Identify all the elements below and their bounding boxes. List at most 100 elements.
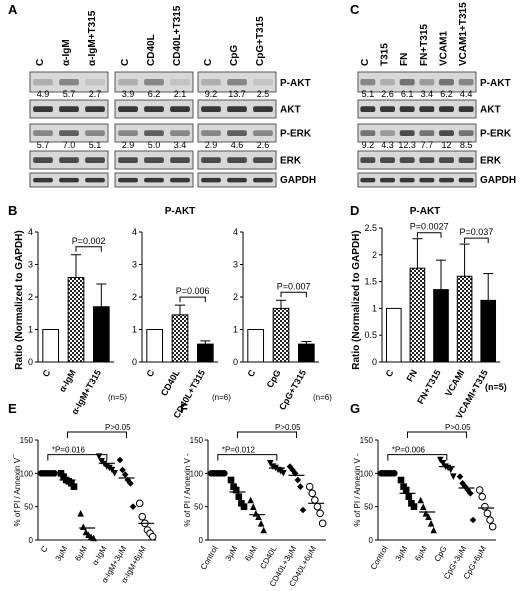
panel-c-pakt-value: 6.2 [440, 89, 453, 99]
panel-a-lane-label: CD40L+T315 [172, 5, 183, 66]
panel-c-blot-band [399, 130, 415, 137]
panel-f-point [311, 496, 319, 504]
panel-d-y-tick-label: 0.5 [364, 330, 377, 340]
panel-e-point [116, 456, 124, 464]
panel-f-x-label: 6μM [243, 544, 259, 562]
panel-a-blot-band [201, 130, 221, 137]
panel-a-blot-band [201, 79, 221, 86]
panel-g-point [450, 473, 457, 480]
panel-c-blot-band [399, 157, 415, 164]
panel-d-y-tick-label: 1.5 [364, 277, 377, 287]
panel-e-point [57, 470, 65, 477]
panel-b-bar [247, 329, 265, 363]
panel-d-x-label: FN [404, 368, 419, 383]
panel-f-point [318, 519, 327, 528]
panel-a-lane-label: CpG [229, 45, 240, 66]
panel-a-blot-band [227, 79, 247, 86]
panel-f-point [308, 489, 317, 498]
panel-c-row-label: ERK [480, 156, 502, 167]
panel-a-blot-band [201, 177, 221, 183]
panel-f-point [235, 493, 243, 500]
panel-b-y-tick-label: 0 [28, 357, 33, 367]
panel-c-blot-band [360, 106, 376, 113]
panel-c-lane-label: VCAM1 [439, 31, 450, 66]
panel-c-pakt-value: 4.4 [460, 89, 473, 99]
panel-a-lane-label: CD40L [146, 34, 157, 66]
panel-f-point [313, 502, 322, 511]
panel-f-point [305, 482, 314, 491]
panel-c-blot-band [380, 177, 395, 183]
panel-a-blot-band [144, 157, 164, 164]
panel-f-point [227, 476, 235, 484]
panel-b-y-label: Ratio (Normalized to GAPDH) [14, 230, 25, 369]
panel-f-pvalue: *P=0.012 [222, 446, 256, 455]
panel-b-title: P-AKT [165, 206, 196, 217]
panel-a-pakt-value: 13.7 [228, 89, 246, 99]
panel-e-point [108, 466, 116, 474]
panel-a-lane-label: C [120, 59, 131, 66]
panel-d-pvalue: P=0.0027 [410, 222, 449, 232]
panel-e-y-tick-label: 0 [29, 536, 34, 545]
panel-a-blot-band [33, 157, 53, 164]
panel-d-y-tick-label: 1 [372, 303, 377, 313]
panel-e-x-label: C [39, 544, 50, 554]
panel-c-perk-value: 9.2 [362, 140, 375, 150]
panel-a-blot-band [227, 106, 247, 113]
panel-e-y-tick-label: 50 [24, 503, 33, 512]
panel-g-point [439, 460, 447, 467]
panel-a-blot-band [253, 157, 273, 164]
panel-c-row-label: AKT [480, 105, 501, 116]
panel-b-x-label: CpG [265, 368, 283, 389]
panel-g-point [402, 486, 410, 494]
panel-g-point [410, 503, 418, 510]
panel-g-point [417, 496, 424, 504]
panel-a-blot-band [118, 177, 138, 183]
panel-g-x-label: CpG [433, 545, 449, 564]
panel-g-point [483, 509, 492, 518]
panel-letter-c: C [350, 2, 360, 17]
panel-a-pakt-value: 9.2 [205, 89, 218, 99]
panel-a-row-label: GAPDH [280, 175, 316, 186]
panel-c-row-label: P-ERK [480, 129, 512, 140]
panel-e-point [90, 534, 97, 542]
panel-f-point [230, 483, 237, 490]
panel-a-perk-value: 5.7 [37, 140, 50, 150]
panel-a-perk-value: 4.6 [231, 140, 244, 150]
panel-a-blot-band [144, 106, 164, 113]
panel-g-point [419, 503, 427, 510]
panel-f-x-label: CD40L [258, 544, 279, 571]
panel-f-point [249, 503, 257, 510]
panel-a-blot-band [144, 177, 164, 183]
panel-g-point [408, 500, 415, 507]
panel-c-blot-band [399, 79, 415, 86]
panel-c-pakt-value: 6.1 [401, 89, 414, 99]
panel-a-lane-label: α-IgM [61, 39, 72, 66]
panel-b-y-tick-label: 4 [233, 227, 238, 237]
panel-c-blot-band [458, 157, 474, 164]
panel-a-blot-band [85, 79, 105, 86]
panel-c-perk-value: 12 [441, 140, 451, 150]
panel-f-point [247, 496, 254, 504]
panel-b-y-tick-label: 4 [132, 227, 137, 237]
panel-a-blot-band [170, 177, 190, 183]
panel-f-bracket-outer [237, 431, 297, 438]
panel-e-point [121, 471, 129, 478]
panel-e-point [119, 466, 126, 474]
panel-d-bar [456, 275, 473, 363]
panel-a-blot-band [227, 130, 247, 137]
panel-f-pvalue-bracket [217, 454, 278, 461]
panel-b-y-tick-label: 1 [132, 325, 137, 335]
panel-a-perk-value: 5.1 [89, 140, 102, 150]
panel-d-bar [409, 267, 426, 363]
panel-a-perk-value: 2.6 [257, 140, 270, 150]
panel-g-point [405, 493, 413, 500]
panel-g-point [456, 473, 464, 480]
panel-g-bracket-outer [407, 431, 467, 438]
panel-a-blot-band [227, 177, 247, 183]
panel-b-n-label: (n=5) [108, 393, 127, 402]
panel-c-blot-band [458, 177, 474, 183]
panel-c-blot-band [380, 130, 395, 137]
panel-c-blot-band [380, 157, 395, 164]
panel-c-perk-value: 4.3 [381, 140, 394, 150]
